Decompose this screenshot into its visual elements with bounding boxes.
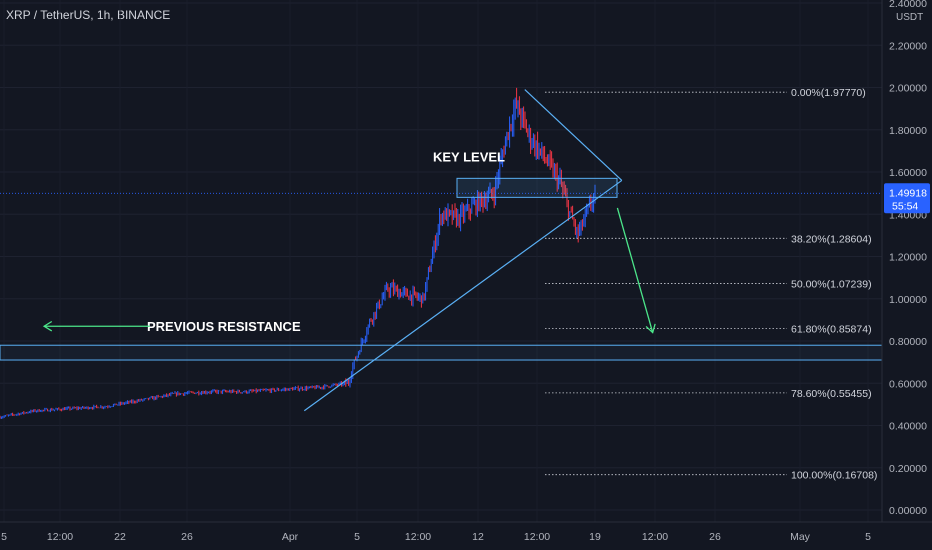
price-tick-label: 0.80000	[889, 336, 927, 348]
time-tick-label: 12:00	[524, 531, 550, 543]
fib-level-label: 61.80%(0.85874)	[791, 324, 872, 336]
price-unit-label: USDT	[896, 12, 923, 23]
time-tick-label: 26	[181, 531, 193, 543]
chart-title: XRP / TetherUS, 1h, BINANCE	[6, 8, 171, 22]
price-tick-label: 1.20000	[889, 252, 927, 264]
projection-arrow[interactable]	[616, 207, 654, 333]
current-price-value: 1.49918	[889, 187, 927, 199]
time-tick-label: 12	[472, 531, 484, 543]
price-tick-label: 2.20000	[889, 40, 927, 52]
price-tick-label: 1.60000	[889, 167, 927, 179]
fib-level-label: 0.00%(1.97770)	[791, 87, 866, 99]
time-tick-label: Apr	[282, 531, 299, 543]
rising-support-trendline[interactable]	[303, 179, 623, 412]
fib-level-label: 38.20%(1.28604)	[791, 233, 872, 245]
key-level-zone[interactable]	[456, 177, 618, 198]
candlestick-series	[0, 87, 596, 419]
time-tick-label: 5	[865, 531, 871, 543]
price-tick-label: 2.00000	[889, 83, 927, 95]
price-tick-label: 0.40000	[889, 421, 927, 433]
bar-countdown: 55:54	[892, 200, 918, 212]
fib-level-label: 78.60%(0.55455)	[791, 388, 872, 400]
time-axis-bg	[0, 522, 932, 550]
time-tick-label: 5	[354, 531, 360, 543]
fib-level-label: 50.00%(1.07239)	[791, 278, 872, 290]
previous-resistance-zone[interactable]	[0, 344, 883, 361]
key-level-label: KEY LEVEL	[433, 149, 505, 164]
price-tick-label: 1.80000	[889, 125, 927, 137]
time-tick-label: 19	[589, 531, 601, 543]
price-tick-label: 0.20000	[889, 463, 927, 475]
price-tick-label: 0.60000	[889, 378, 927, 390]
price-tick-label: 1.00000	[889, 294, 927, 306]
time-tick-label: May	[790, 531, 811, 543]
price-axis-bg	[882, 0, 932, 550]
current-price-badge	[884, 183, 930, 214]
time-tick-label: 26	[709, 531, 721, 543]
price-tick-label: 2.40000	[889, 0, 927, 10]
chart-grid	[0, 2, 882, 511]
price-tick-label: 0.00000	[889, 505, 927, 517]
time-tick-label: 12:00	[642, 531, 668, 543]
fib-level-label: 100.00%(0.16708)	[791, 470, 877, 482]
time-tick-label: 12:00	[47, 531, 73, 543]
time-tick-label: 5	[1, 531, 7, 543]
time-tick-label: 12:00	[405, 531, 431, 543]
price-axis[interactable]: 2.400002.200002.000001.800001.600001.400…	[881, 0, 932, 550]
previous-resistance-label: PREVIOUS RESISTANCE	[147, 319, 301, 334]
resistance-arrow-head	[42, 320, 53, 332]
time-axis[interactable]: 5 12:00 22 26 Apr 5 12:00 12 12:00 19 12:00 26 May 5	[0, 521, 932, 550]
projection-arrow-head	[645, 323, 656, 334]
descending-resistance-trendline[interactable]	[524, 89, 623, 181]
time-tick-label: 22	[114, 531, 126, 543]
drawing-annotations: KEY LEVEL PREVIOUS RESISTANCE 0.00%(1.9777…	[0, 87, 883, 482]
